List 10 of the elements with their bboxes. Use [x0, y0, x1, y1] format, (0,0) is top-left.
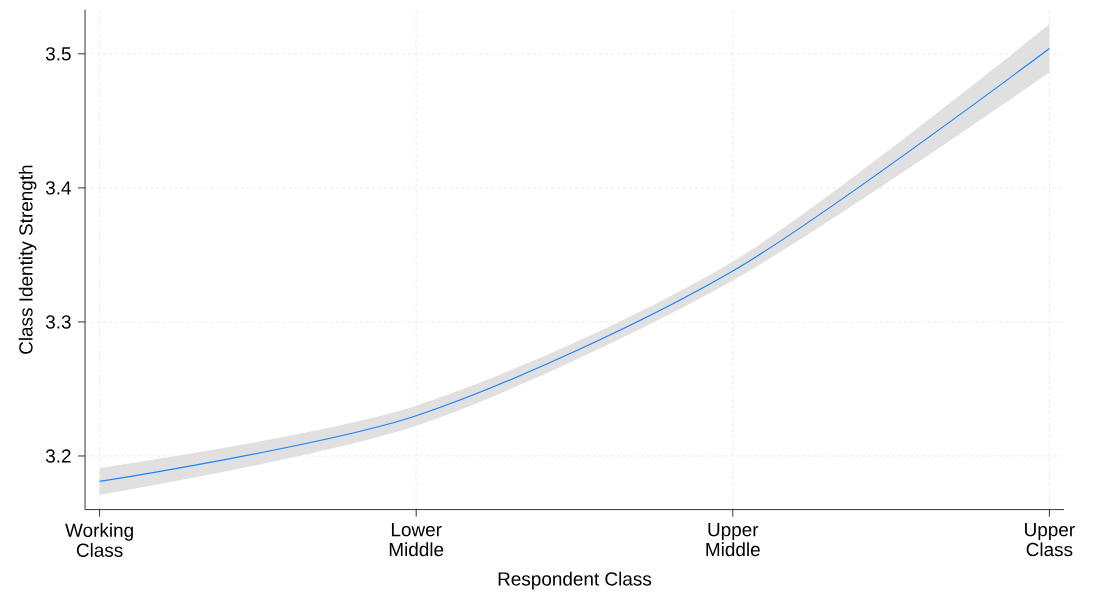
y-tick-label: 3.3: [45, 315, 71, 329]
y-tick-label: 3.4: [45, 181, 71, 195]
y-tick-label: 3.2: [45, 449, 71, 463]
x-tick-label: Working Class: [65, 523, 133, 557]
x-tick-label: Lower Middle: [389, 523, 444, 557]
x-tick-label: Upper Class: [1025, 523, 1075, 557]
x-axis-title: Respondent Class: [498, 571, 652, 590]
y-tick-label: 3.5: [45, 47, 71, 61]
y-axis-title: Class Identity Strength: [18, 165, 37, 354]
x-tick-label: Upper Middle: [706, 523, 760, 557]
